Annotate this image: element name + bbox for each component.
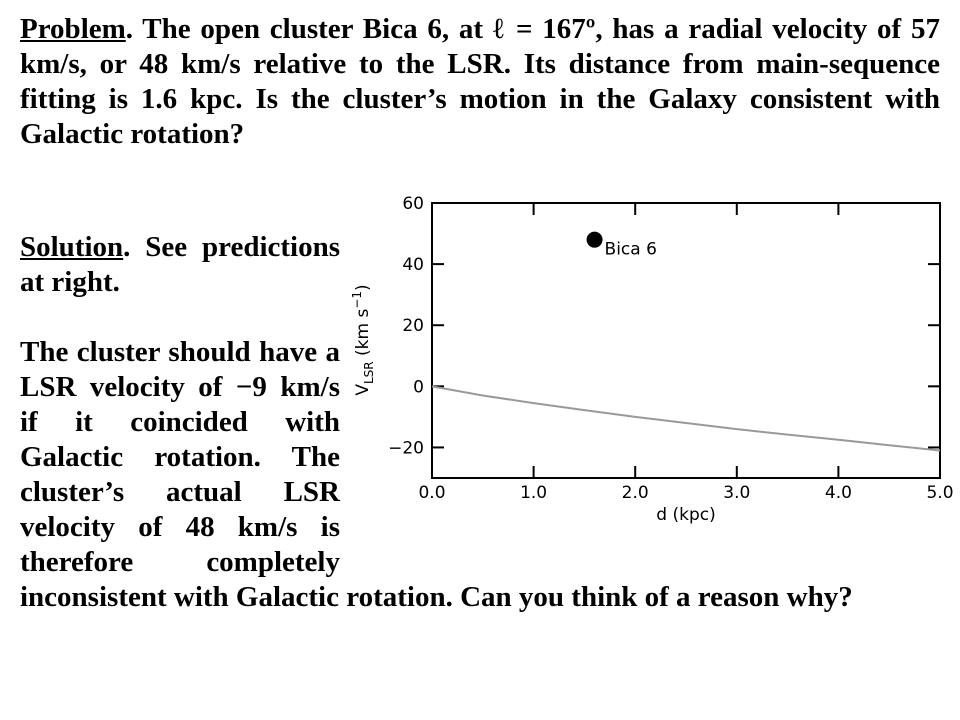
chart: d (kpc) VLSR (km s−1) 0.0 1.0 2.0 3.0 4.0 5.0… bbox=[350, 194, 954, 525]
problem-label: Problem bbox=[20, 13, 126, 45]
y-label-part: −1 bbox=[350, 291, 364, 309]
x-tick-label: 0.0 bbox=[418, 483, 445, 503]
x-tick-label: 4.0 bbox=[825, 483, 852, 503]
prediction-curve bbox=[431, 385, 941, 452]
x-tick-label: 5.0 bbox=[926, 483, 953, 503]
point-label: Bica 6 bbox=[605, 240, 657, 260]
x-tick-label: 3.0 bbox=[723, 483, 750, 503]
y-label-part: V bbox=[353, 384, 373, 396]
x-tick-label: 1.0 bbox=[520, 483, 547, 503]
solution-answer: The cluster should have a LSR velocity o… bbox=[20, 336, 853, 613]
y-tick-label: 40 bbox=[402, 255, 424, 275]
solution-label: Solution bbox=[20, 231, 124, 263]
y-label-part: ) bbox=[353, 284, 373, 291]
y-label-part: LSR bbox=[362, 361, 376, 384]
y-tick-label: 0 bbox=[413, 377, 424, 397]
solution-head: Solution. See predictions at right. bbox=[20, 230, 940, 300]
y-tick-label: −20 bbox=[388, 438, 424, 458]
y-axis-label: VLSR (km s−1) bbox=[350, 284, 376, 395]
x-axis-label: d (kpc) bbox=[656, 505, 715, 525]
solution: Solution. See predictions at right. The … bbox=[20, 230, 940, 615]
y-tick-label: 20 bbox=[402, 316, 424, 336]
problem-text: . The open cluster Bica 6, at ℓ = 167º, … bbox=[20, 13, 940, 150]
y-tick-label: 60 bbox=[402, 194, 424, 214]
plot-frame bbox=[431, 202, 941, 479]
solution-text: . See predictions at right. bbox=[20, 231, 340, 298]
cluster-point bbox=[586, 231, 603, 248]
x-tick-label: 2.0 bbox=[622, 483, 649, 503]
problem: Problem. The open cluster Bica 6, at ℓ =… bbox=[20, 12, 940, 152]
y-label-part: (km s bbox=[353, 309, 373, 362]
